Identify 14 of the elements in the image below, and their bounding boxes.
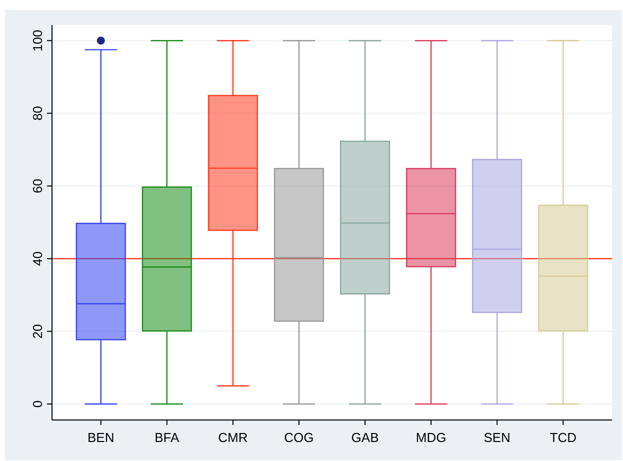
y-tick-label: 100 xyxy=(30,30,45,52)
x-tick-label: SEN xyxy=(484,430,510,445)
y-tick-label: 80 xyxy=(30,106,45,121)
y-tick-label: 0 xyxy=(30,400,45,408)
y-tick-label: 20 xyxy=(30,324,45,339)
x-tick-label: GAB xyxy=(351,430,379,445)
x-tick-label: BFA xyxy=(154,430,180,445)
x-tick-label: TCD xyxy=(550,430,576,445)
x-tick-label: CMR xyxy=(218,430,248,445)
x-tick-label: COG xyxy=(284,430,314,445)
x-tick-label: BEN xyxy=(88,430,114,445)
x-tick-label: MDG xyxy=(416,430,446,445)
y-tick-label: 40 xyxy=(30,251,45,266)
y-tick-label: 60 xyxy=(30,178,45,194)
